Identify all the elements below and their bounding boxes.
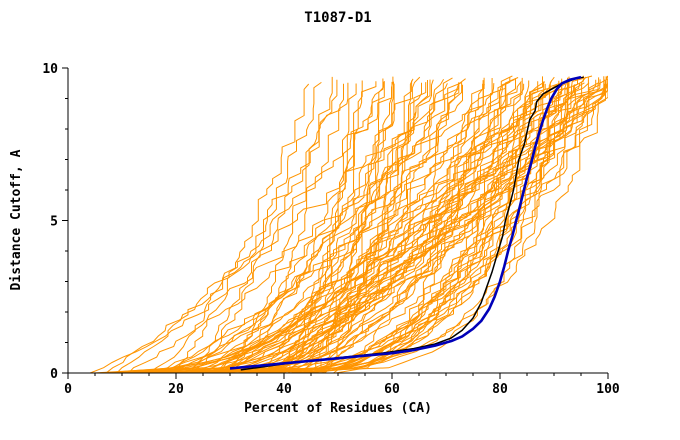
y-tick-label: 5 [50, 215, 58, 230]
x-tick-label: 80 [492, 382, 508, 397]
prediction-curve [128, 81, 522, 374]
x-tick-label: 0 [64, 382, 72, 397]
prediction-curve [148, 83, 310, 374]
chart-title: T1087-D1 [304, 10, 371, 26]
prediction-curve [289, 79, 601, 374]
prediction-curve [89, 83, 495, 374]
prediction-curve [227, 81, 546, 374]
prediction-curve [250, 79, 553, 374]
prediction-curve [295, 76, 543, 374]
prediction-curve [292, 76, 394, 373]
prediction-curve [178, 75, 584, 374]
x-tick-label: 40 [276, 382, 292, 397]
prediction-curve [176, 77, 600, 374]
prediction-curve [255, 82, 567, 374]
prediction-curve [255, 77, 453, 374]
prediction-curve [105, 82, 460, 374]
y-axis-label: Distance Cutoff, A [9, 149, 24, 290]
prediction-curve [320, 77, 485, 374]
prediction-curve [131, 78, 516, 374]
model-blue-curve [229, 75, 582, 370]
y-tick-label: 0 [50, 367, 58, 382]
prediction-curve [223, 76, 555, 374]
prediction-curve [274, 81, 544, 374]
prediction-curve [124, 75, 513, 374]
tick-labels: 0 20 40 60 80 100 0 5 10 [42, 62, 620, 397]
prediction-curve [217, 80, 428, 374]
prediction-curve [174, 83, 344, 374]
curves-layer [89, 75, 608, 374]
prediction-curve [190, 81, 322, 374]
prediction-curve [207, 82, 349, 374]
prediction-curve [299, 84, 485, 374]
prediction-curve [294, 82, 601, 374]
y-tick-label: 10 [42, 62, 58, 77]
axes-layer [62, 67, 609, 379]
x-tick-label: 100 [596, 382, 620, 397]
prediction-curve [260, 83, 525, 374]
prediction-curve [306, 80, 530, 374]
x-tick-label: 20 [168, 382, 184, 397]
model-black-curve [240, 76, 584, 371]
prediction-curve [116, 81, 393, 374]
prediction-curve [283, 82, 608, 374]
prediction-curve [202, 76, 333, 374]
prediction-curve [333, 83, 606, 374]
prediction-curve [181, 78, 466, 374]
x-axis-label: Percent of Residues (CA) [244, 401, 432, 416]
prediction-curve [221, 81, 394, 374]
prediction-curve [324, 78, 414, 374]
prediction-curve [161, 77, 589, 374]
prediction-curve [161, 82, 461, 374]
prediction-curve [179, 79, 515, 374]
prediction-curve [145, 79, 608, 374]
prediction-curve [147, 78, 605, 374]
prediction-curve [153, 76, 511, 374]
prediction-curve [170, 84, 558, 374]
prediction-curve [156, 79, 434, 374]
prediction-curve [300, 82, 585, 374]
prediction-curve [185, 78, 384, 374]
x-tick-label: 60 [384, 382, 400, 397]
